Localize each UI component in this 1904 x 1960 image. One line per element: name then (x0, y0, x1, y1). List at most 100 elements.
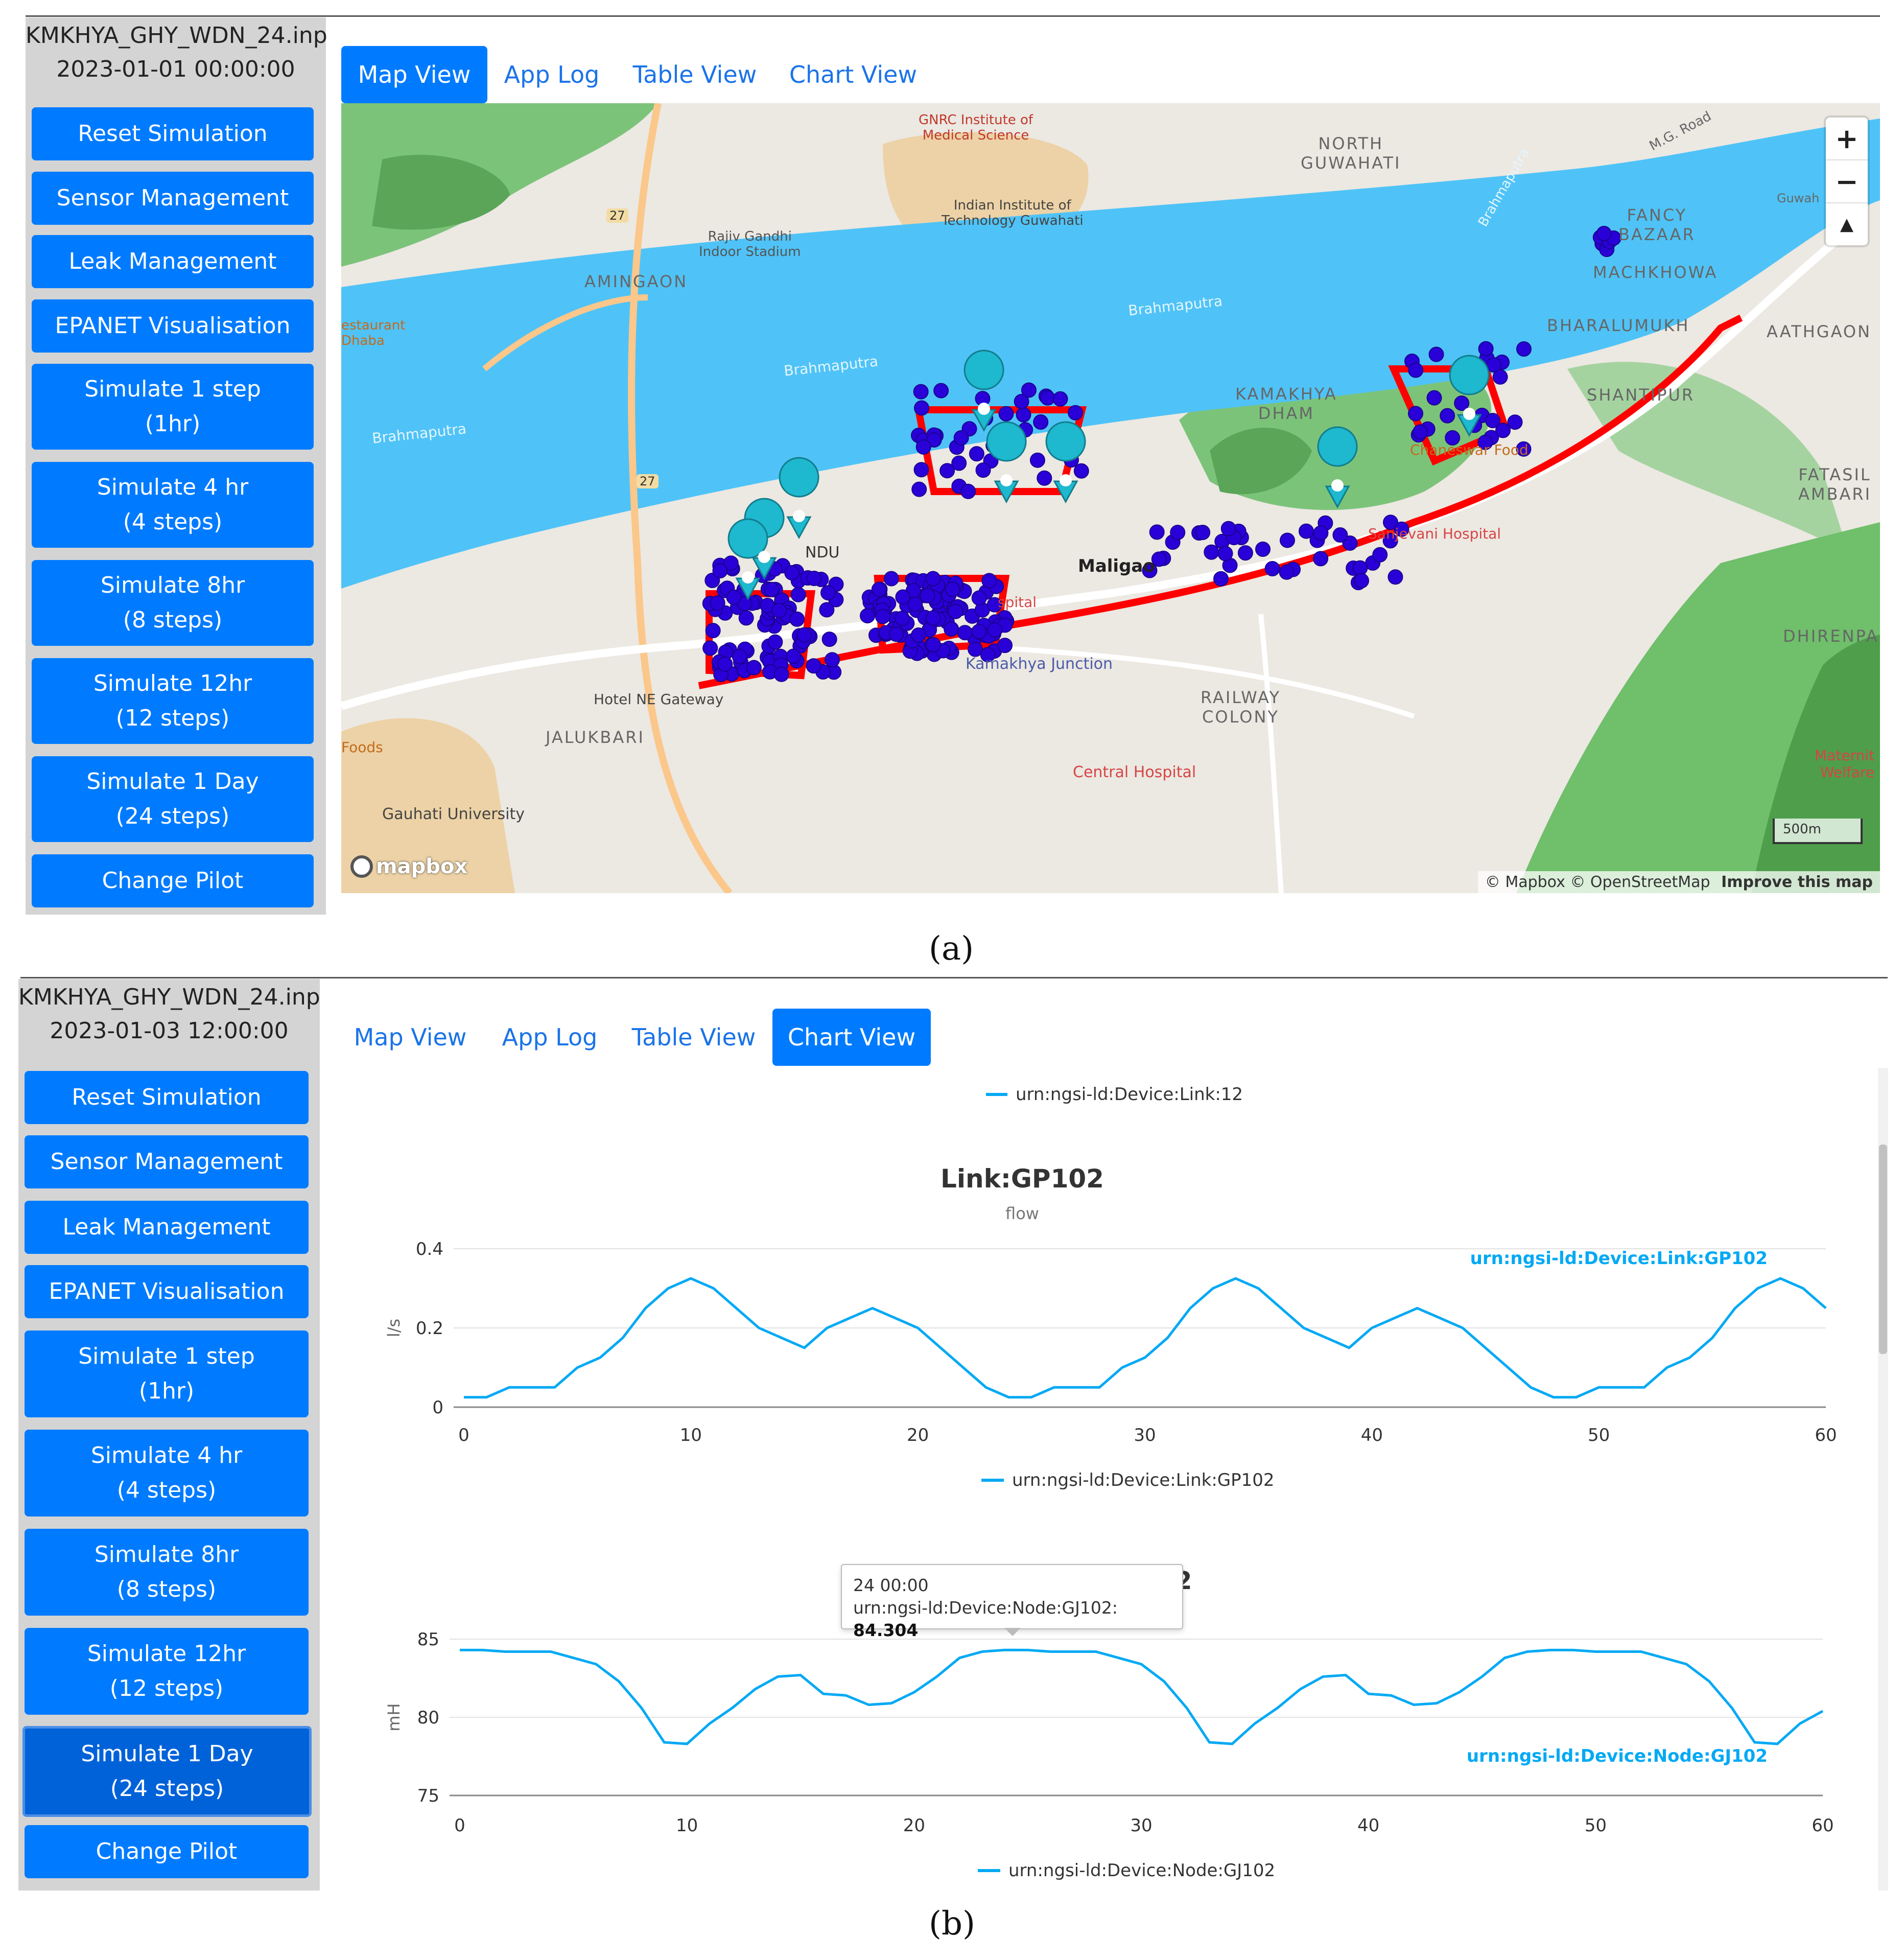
network-node[interactable] (1217, 546, 1233, 562)
reset-simulation-button[interactable]: Reset Simulation (25, 1071, 309, 1124)
network-node[interactable] (1068, 405, 1084, 421)
network-node[interactable] (1477, 434, 1493, 450)
improve-map-link[interactable]: Improve this map (1721, 873, 1873, 891)
simulate-1-day-button[interactable]: Simulate 1 Day (24 steps) (32, 756, 314, 842)
network-node[interactable] (1142, 563, 1158, 578)
network-node[interactable] (790, 587, 806, 602)
network-node[interactable] (980, 647, 996, 663)
network-node[interactable] (925, 610, 941, 626)
network-node[interactable] (1033, 414, 1049, 430)
network-node[interactable] (913, 462, 929, 478)
network-node[interactable] (710, 595, 725, 611)
change-pilot-button[interactable]: Change Pilot (25, 1825, 309, 1878)
sensor-management-button[interactable]: Sensor Management (32, 172, 314, 225)
network-node[interactable] (1382, 515, 1398, 530)
network-node[interactable] (960, 483, 976, 499)
network-node[interactable] (998, 406, 1014, 422)
zoom-out-button[interactable]: − (1826, 160, 1868, 203)
simulate-4hr-button[interactable]: Simulate 4 hr (4 steps) (32, 462, 314, 548)
network-node[interactable] (1029, 452, 1045, 468)
network-node[interactable] (712, 563, 728, 579)
network-node[interactable] (1426, 390, 1442, 406)
network-node[interactable] (875, 609, 890, 624)
network-node[interactable] (1413, 424, 1428, 440)
network-node[interactable] (895, 589, 911, 605)
network-node[interactable] (1478, 341, 1494, 357)
network-node[interactable] (939, 463, 955, 479)
network-node[interactable] (723, 555, 739, 571)
network-node[interactable] (767, 634, 783, 650)
attribution-text[interactable]: © Mapbox © OpenStreetMap (1485, 873, 1710, 891)
network-node[interactable] (1596, 225, 1612, 241)
network-node[interactable] (705, 623, 721, 639)
network-node[interactable] (997, 638, 1013, 654)
network-node[interactable] (764, 581, 780, 597)
network-node[interactable] (971, 623, 987, 639)
network-node[interactable] (1428, 346, 1444, 362)
epanet-visualisation-button[interactable]: EPANET Visualisation (25, 1265, 309, 1318)
network-node[interactable] (945, 581, 960, 597)
network-node[interactable] (1213, 571, 1229, 587)
network-node[interactable] (1073, 463, 1089, 479)
simulate-1-step-button[interactable]: Simulate 1 step (1hr) (32, 364, 314, 450)
network-node[interactable] (1151, 551, 1167, 567)
network-node[interactable] (975, 462, 991, 478)
network-node[interactable] (1021, 382, 1037, 398)
network-node[interactable] (1204, 544, 1219, 560)
network-node[interactable] (926, 432, 942, 448)
network-node[interactable] (913, 384, 929, 400)
network-node[interactable] (786, 648, 802, 664)
network-node[interactable] (726, 589, 742, 605)
network-node[interactable] (789, 611, 805, 627)
network-node[interactable] (796, 627, 812, 643)
network-node[interactable] (1170, 525, 1186, 541)
network-node[interactable] (784, 565, 800, 580)
network-node[interactable] (1149, 524, 1165, 540)
network-node[interactable] (1516, 441, 1532, 457)
network-node[interactable] (1445, 430, 1461, 446)
network-node[interactable] (819, 602, 835, 618)
network-node[interactable] (986, 597, 1002, 613)
network-node[interactable] (771, 602, 787, 618)
tab-map-view[interactable]: Map View (341, 46, 487, 103)
tab-table-view[interactable]: Table View (632, 61, 757, 88)
tab-table-view[interactable]: Table View (631, 1023, 756, 1051)
network-node[interactable] (1237, 545, 1253, 561)
network-node[interactable] (806, 658, 821, 674)
network-node[interactable] (1440, 408, 1455, 424)
tab-chart-view[interactable]: Chart View (789, 61, 918, 88)
network-node[interactable] (971, 590, 987, 606)
network-node[interactable] (1220, 521, 1236, 536)
network-node[interactable] (1298, 523, 1314, 539)
tab-map-view[interactable]: Map View (354, 1023, 467, 1051)
network-node[interactable] (824, 652, 840, 668)
tab-chart-view[interactable]: Chart View (772, 1009, 931, 1066)
map-view[interactable]: GNRC Institute of Medical Science Indian… (341, 103, 1880, 893)
network-node[interactable] (738, 610, 754, 626)
network-node[interactable] (860, 608, 876, 624)
network-node[interactable] (1495, 423, 1511, 438)
network-node[interactable] (1353, 573, 1369, 589)
chart-scrollbar-track[interactable] (1878, 1068, 1888, 1891)
network-node[interactable] (925, 637, 941, 652)
network-node[interactable] (1394, 521, 1409, 537)
network-node[interactable] (925, 571, 941, 587)
change-pilot-button[interactable]: Change Pilot (32, 854, 314, 907)
simulate-1-step-button[interactable]: Simulate 1 step (1hr) (25, 1331, 309, 1417)
network-node[interactable] (746, 660, 762, 675)
network-node[interactable] (1388, 569, 1403, 585)
network-node[interactable] (820, 585, 836, 601)
network-node[interactable] (1195, 524, 1211, 540)
mapbox-logo[interactable]: mapbox (350, 852, 467, 881)
simulate-12hr-button[interactable]: Simulate 12hr (12 steps) (32, 658, 314, 744)
network-node[interactable] (1454, 395, 1470, 411)
network-node[interactable] (1255, 541, 1271, 557)
network-node[interactable] (969, 446, 984, 462)
network-node[interactable] (911, 481, 927, 497)
network-node[interactable] (717, 656, 733, 672)
network-node[interactable] (1352, 560, 1368, 576)
network-node[interactable] (1279, 564, 1295, 580)
network-node[interactable] (1492, 369, 1508, 385)
network-node[interactable] (1313, 525, 1329, 541)
network-node[interactable] (1408, 362, 1424, 378)
